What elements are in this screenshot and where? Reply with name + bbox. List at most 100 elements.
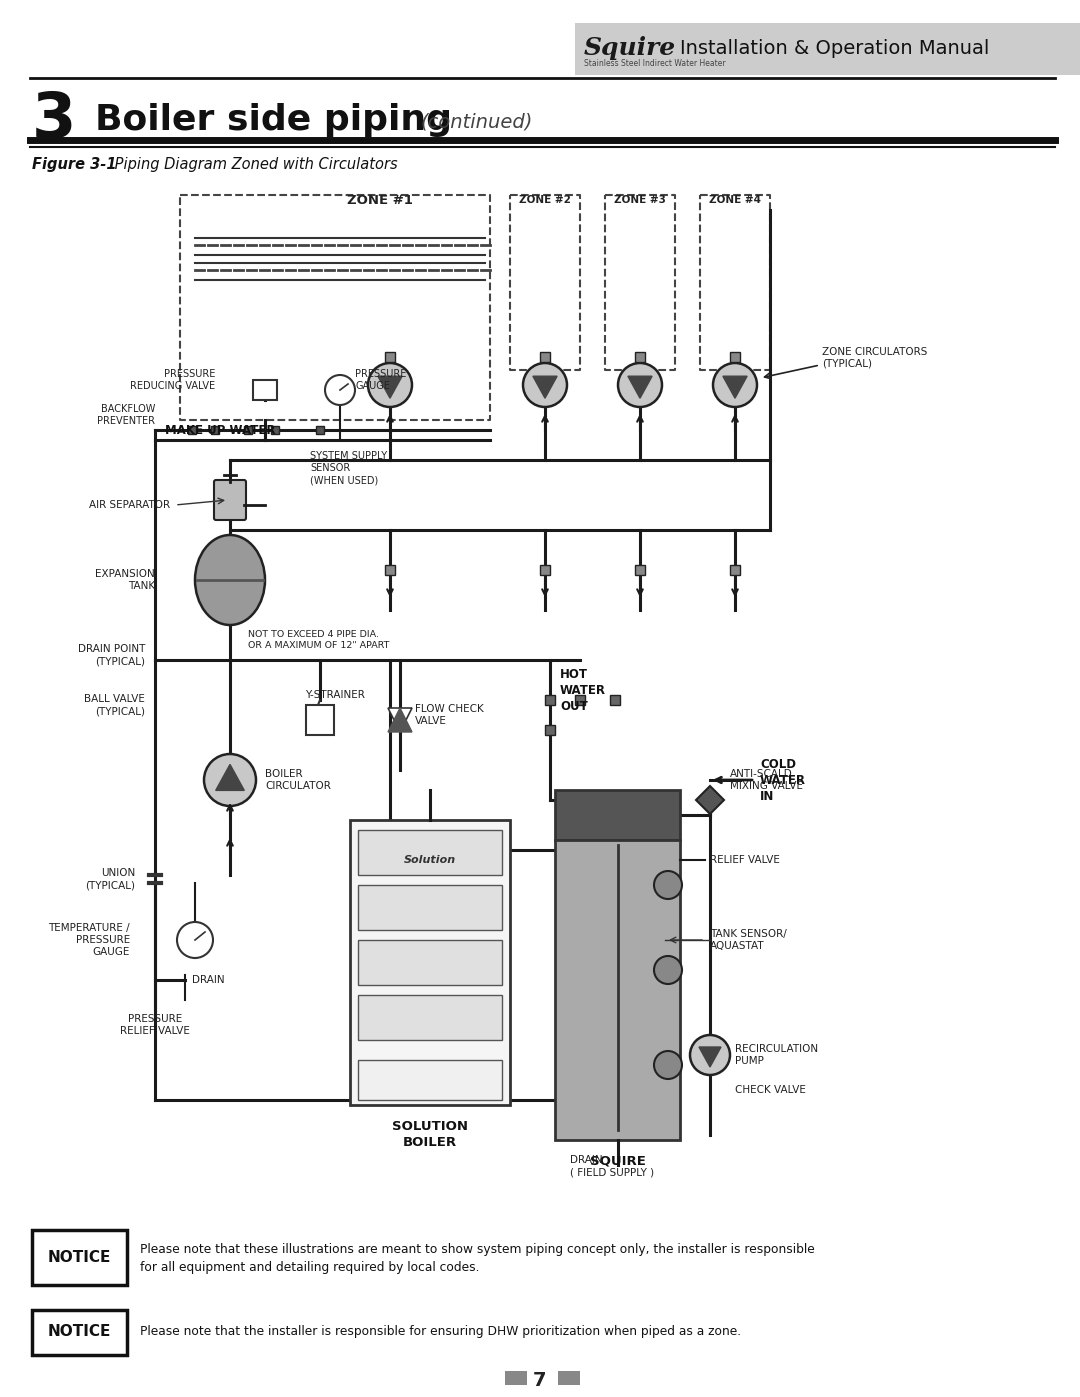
Bar — [188, 426, 195, 434]
FancyBboxPatch shape — [214, 481, 246, 520]
Bar — [350, 820, 510, 1105]
Text: 3: 3 — [32, 89, 77, 151]
Text: DRAIN
( FIELD SUPPLY ): DRAIN ( FIELD SUPPLY ) — [570, 1155, 654, 1178]
Text: TANK SENSOR/
AQUASTAT: TANK SENSOR/ AQUASTAT — [710, 929, 786, 951]
Text: (continued): (continued) — [420, 113, 532, 131]
Text: BALL VALVE
(TYPICAL): BALL VALVE (TYPICAL) — [84, 694, 145, 717]
Bar — [540, 564, 550, 576]
Text: PRESSURE
RELIEF VALVE: PRESSURE RELIEF VALVE — [120, 1014, 190, 1037]
Text: ZONE CIRCULATORS
(TYPICAL): ZONE CIRCULATORS (TYPICAL) — [822, 348, 928, 369]
Bar — [357, 886, 502, 930]
Bar — [384, 352, 395, 362]
Text: Squire: Squire — [584, 36, 676, 60]
Bar — [505, 1370, 527, 1384]
Bar — [555, 789, 680, 840]
Text: DRAIN POINT
(TYPICAL): DRAIN POINT (TYPICAL) — [78, 644, 145, 666]
Bar — [306, 705, 334, 735]
Bar — [555, 840, 680, 1140]
Text: ZONE #4: ZONE #4 — [708, 196, 761, 205]
Bar — [253, 380, 276, 400]
Bar — [540, 352, 550, 362]
Text: AIR SEPARATOR: AIR SEPARATOR — [89, 500, 170, 510]
Polygon shape — [532, 376, 557, 398]
Circle shape — [325, 374, 355, 405]
Text: Please note that the installer is responsible for ensuring DHW prioritization wh: Please note that the installer is respon… — [140, 1326, 741, 1338]
Polygon shape — [388, 708, 411, 732]
Text: SYSTEM SUPPLY
SENSOR
(WHEN USED): SYSTEM SUPPLY SENSOR (WHEN USED) — [310, 451, 387, 485]
Bar — [357, 830, 502, 875]
Text: BACKFLOW
PREVENTER: BACKFLOW PREVENTER — [97, 404, 156, 426]
Text: DRAIN: DRAIN — [192, 975, 225, 985]
Polygon shape — [388, 708, 411, 732]
Bar — [316, 426, 324, 434]
Text: CHECK VALVE: CHECK VALVE — [735, 1085, 806, 1095]
Text: FLOW CHECK
VALVE: FLOW CHECK VALVE — [415, 704, 484, 726]
Text: TEMPERATURE /
PRESSURE
GAUGE: TEMPERATURE / PRESSURE GAUGE — [49, 922, 130, 957]
Text: NOT TO EXCEED 4 PIPE DIA.
OR A MAXIMUM OF 12" APART: NOT TO EXCEED 4 PIPE DIA. OR A MAXIMUM O… — [248, 630, 390, 650]
Text: for all equipment and detailing required by local codes.: for all equipment and detailing required… — [140, 1261, 480, 1274]
Text: Installation & Operation Manual: Installation & Operation Manual — [680, 39, 989, 57]
Ellipse shape — [195, 535, 265, 624]
Text: Solution: Solution — [404, 855, 456, 865]
Bar — [558, 1370, 580, 1384]
Polygon shape — [378, 376, 402, 398]
Circle shape — [523, 363, 567, 407]
Text: Piping Diagram Zoned with Circulators: Piping Diagram Zoned with Circulators — [110, 158, 397, 172]
Circle shape — [204, 754, 256, 806]
Circle shape — [713, 363, 757, 407]
Polygon shape — [723, 376, 747, 398]
Bar — [635, 352, 645, 362]
Bar — [211, 426, 219, 434]
Text: NOTICE: NOTICE — [48, 1324, 110, 1340]
Bar — [545, 725, 555, 735]
Text: BOILER
CIRCULATOR: BOILER CIRCULATOR — [265, 768, 330, 791]
Text: Y-STRAINER: Y-STRAINER — [305, 690, 365, 700]
Circle shape — [654, 956, 681, 983]
Circle shape — [654, 1051, 681, 1078]
Bar — [271, 426, 279, 434]
Text: PRESSURE
REDUCING VALVE: PRESSURE REDUCING VALVE — [130, 369, 215, 391]
Polygon shape — [699, 1046, 721, 1067]
Text: RELIEF VALVE: RELIEF VALVE — [710, 855, 780, 865]
Text: EXPANSION
TANK: EXPANSION TANK — [95, 569, 156, 591]
Bar — [357, 940, 502, 985]
Bar — [730, 352, 740, 362]
Bar — [575, 22, 1080, 75]
Text: ANTI-SCALD
MIXING VALVE: ANTI-SCALD MIXING VALVE — [730, 768, 804, 791]
Text: UNION
(TYPICAL): UNION (TYPICAL) — [85, 868, 135, 890]
Bar — [635, 564, 645, 576]
Bar — [244, 426, 252, 434]
Circle shape — [690, 1035, 730, 1076]
Text: Boiler side piping: Boiler side piping — [95, 103, 453, 137]
Bar — [730, 564, 740, 576]
Bar — [32, 1229, 127, 1285]
Text: SQUIRE: SQUIRE — [590, 1155, 646, 1168]
Text: MAKE UP WATER: MAKE UP WATER — [165, 423, 275, 436]
Bar — [357, 995, 502, 1039]
Text: Figure 3-1: Figure 3-1 — [32, 158, 117, 172]
Circle shape — [177, 922, 213, 958]
Bar — [545, 694, 555, 705]
Circle shape — [654, 870, 681, 900]
Text: COLD
WATER
IN: COLD WATER IN — [760, 757, 806, 802]
Bar — [610, 694, 620, 705]
Text: ZONE #3: ZONE #3 — [615, 196, 666, 205]
Text: HOT
WATER
OUT: HOT WATER OUT — [561, 668, 606, 712]
Text: ZONE #1: ZONE #1 — [347, 194, 413, 207]
Polygon shape — [627, 376, 652, 398]
Text: PRESSURE
GAUGE: PRESSURE GAUGE — [355, 369, 406, 391]
Text: ZONE #2: ZONE #2 — [519, 196, 571, 205]
Circle shape — [368, 363, 411, 407]
Text: Stainless Steel Indirect Water Heater: Stainless Steel Indirect Water Heater — [584, 60, 726, 68]
Circle shape — [618, 363, 662, 407]
Bar — [357, 1060, 502, 1099]
Text: RECIRCULATION
PUMP: RECIRCULATION PUMP — [735, 1044, 819, 1066]
Bar — [575, 694, 585, 705]
Text: SOLUTION
BOILER: SOLUTION BOILER — [392, 1120, 468, 1148]
Polygon shape — [216, 764, 244, 791]
Bar — [384, 564, 395, 576]
Text: Please note that these illustrations are meant to show system piping concept onl: Please note that these illustrations are… — [140, 1243, 814, 1256]
Text: 7: 7 — [534, 1370, 546, 1390]
Bar — [32, 1310, 127, 1355]
Text: NOTICE: NOTICE — [48, 1249, 110, 1264]
